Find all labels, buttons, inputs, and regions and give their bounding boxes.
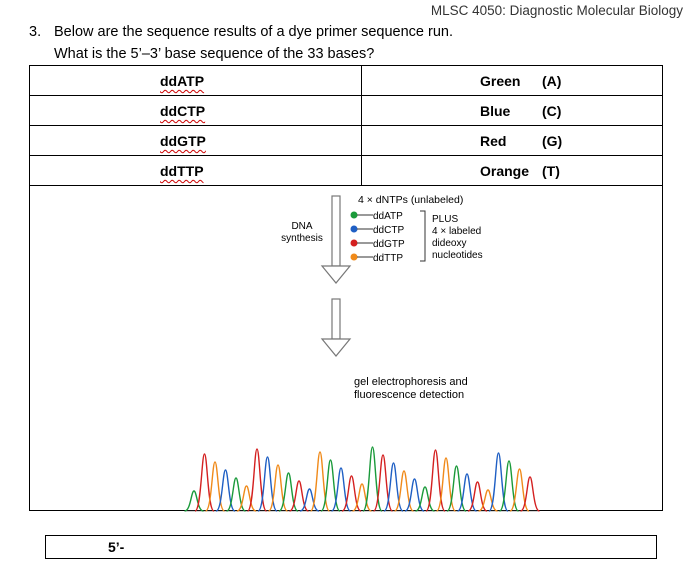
- gel-label-2: fluorescence detection: [354, 389, 464, 401]
- chromatogram-peak: [246, 448, 268, 512]
- sequencing-figure: 4 × dNTPs (unlabeled) DNA synthesis ddAT…: [184, 194, 540, 512]
- table-row-g: ddGTP Red (G): [30, 126, 662, 156]
- nucleotide-label: ddATP: [160, 73, 205, 89]
- dye-color-label: Green: [480, 73, 521, 89]
- bracket-icon: [420, 210, 426, 262]
- dna-synthesis-label-1: DNA: [291, 221, 312, 232]
- chromatogram-peak: [425, 449, 446, 512]
- plus-label-3: dideoxy: [432, 238, 466, 249]
- dye-table: ddATP Green (A) ddCTP Blue (C) ddGTP Red…: [29, 65, 663, 512]
- gel-label-1: gel electrophoresis and: [354, 376, 468, 388]
- dye-color-label: Red: [480, 133, 507, 149]
- plus-label-2: 4 × labeled: [432, 226, 481, 237]
- table-row-c: ddCTP Blue (C): [30, 96, 662, 126]
- dd-legend: ddATP ddCTP ddGTP ddTTP: [350, 210, 426, 264]
- dye-color-label: Orange: [480, 163, 530, 179]
- course-header: MLSC 4050: Diagnostic Molecular Biology: [430, 3, 683, 18]
- dye-color-label: Blue: [480, 103, 511, 119]
- question-line-1: Below are the sequence results of a dye …: [54, 24, 453, 40]
- dna-synthesis-label-2: synthesis: [281, 233, 323, 244]
- blue-dot-icon: [350, 225, 358, 233]
- base-label: (T): [542, 163, 560, 179]
- table-row-t: ddTTP Orange (T): [30, 156, 662, 186]
- question-line-2: What is the 5’–3’ base sequence of the 3…: [54, 46, 375, 62]
- answer-box[interactable]: 5’-: [45, 535, 657, 559]
- down-arrow-icon: [320, 298, 352, 357]
- question-number: 3.: [29, 24, 42, 40]
- red-dot-icon: [350, 239, 358, 247]
- chromatogram-peak: [299, 488, 320, 512]
- green-dot-icon: [350, 211, 358, 219]
- answer-prefix: 5’-: [108, 539, 125, 555]
- down-arrow-icon: [320, 195, 352, 284]
- plus-label-1: PLUS: [432, 214, 458, 225]
- nucleotide-label: ddGTP: [160, 133, 206, 149]
- chromatogram-peak: [236, 485, 257, 512]
- orange-dot-icon: [350, 253, 358, 261]
- chromatogram-peak: [184, 490, 204, 512]
- chromatogram-peak: [194, 453, 215, 512]
- chromatogram-peak: [362, 446, 383, 512]
- table-row-a: ddATP Green (A): [30, 66, 662, 96]
- chromatogram-peak: [415, 486, 435, 512]
- plus-label-4: nucleotides: [432, 250, 483, 261]
- chromatogram-peak: [520, 476, 540, 512]
- chromatogram-trace: [184, 446, 540, 512]
- base-label: (G): [542, 133, 563, 149]
- chromatogram-peak: [478, 489, 498, 512]
- base-label: (A): [542, 73, 562, 89]
- base-label: (C): [542, 103, 562, 119]
- nucleotide-label: ddCTP: [160, 103, 206, 119]
- dd-label: ddGTP: [373, 239, 405, 250]
- chromatogram-peak: [488, 452, 509, 512]
- nucleotide-label: ddTTP: [160, 163, 204, 179]
- dd-label: ddTTP: [373, 253, 403, 264]
- chromatogram-peak: [352, 483, 372, 512]
- dntps-label: 4 × dNTPs (unlabeled): [358, 194, 463, 206]
- chromatogram-peak: [309, 451, 331, 512]
- dd-label: ddCTP: [373, 225, 404, 236]
- dd-label: ddATP: [373, 211, 403, 222]
- table-divider: [361, 66, 362, 186]
